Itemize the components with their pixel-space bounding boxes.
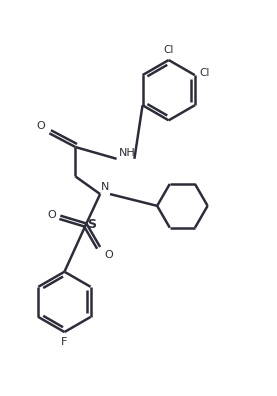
Text: O: O [37,121,45,131]
Text: Cl: Cl [200,68,210,78]
Text: N: N [101,182,109,192]
Text: S: S [87,218,96,231]
Text: NH: NH [119,148,135,158]
Text: Cl: Cl [163,45,174,55]
Text: F: F [61,337,68,347]
Text: O: O [48,209,57,220]
Text: O: O [104,250,113,260]
